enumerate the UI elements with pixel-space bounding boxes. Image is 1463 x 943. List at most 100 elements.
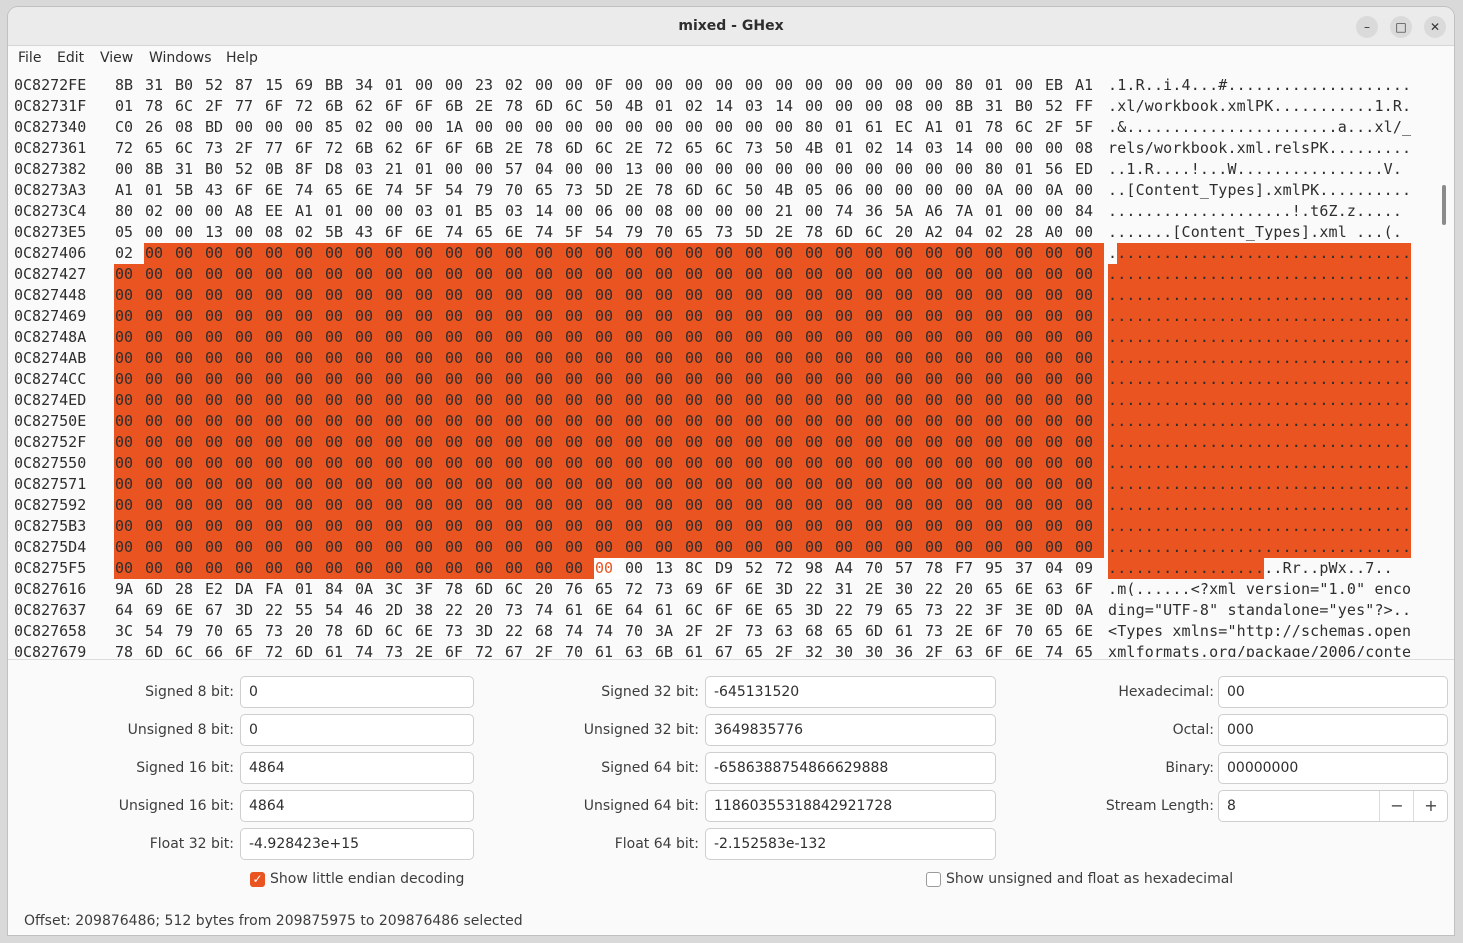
ascii-text[interactable]: .................................	[1108, 348, 1412, 369]
hex-bytes[interactable]: 3C 54 79 70 65 73 20 78 6D 6C 6E 73 3D 22 68 74 74 70 3A 2F…	[115, 622, 1094, 640]
ascii-text[interactable]: ...................Rr..pWx..7..	[1108, 558, 1393, 579]
unsigned16-field[interactable]: 4864	[240, 790, 474, 822]
menu-help[interactable]: Help	[226, 50, 258, 66]
ascii-text[interactable]: xmlformats.org/package/2006/conte	[1108, 643, 1412, 657]
ascii-text[interactable]: ..[Content_Types].xmlPK..........	[1108, 181, 1412, 199]
hex-bytes[interactable]: 01 78 6C 2F 77 6F 72 6B 62 6F 6F 6B 2E 78 6D 6C 50 4B 01 02…	[115, 97, 1094, 115]
hex-bytes[interactable]: 00 00 00 00 00 00 00 00 00 00 00 00 00 00 00 00 00 00 00 00…	[114, 411, 1104, 432]
menu-file[interactable]: File	[18, 50, 42, 66]
hex-bytes[interactable]: 8B 31 B0 52 87 15 69 BB 34 01 00 00 23 02 00 00 0F 00 00 00…	[115, 76, 1094, 94]
ascii-text[interactable]: .................................	[1108, 495, 1412, 516]
hex-bytes[interactable]: 00 8B 31 B0 52 0B 8F D8 03 21 01 00 00 57 04 00 00 13 00 00…	[115, 160, 1094, 178]
row-offset: 0C827658	[14, 622, 87, 640]
ascii-text[interactable]: ....................!.t6Z.z.....	[1108, 202, 1402, 220]
row-offset: 0C8273C4	[14, 202, 87, 220]
hex-bytes[interactable]: 00 00 00 00 00 00 00 00 00 00 00 00 00 00 00 00 00 00 00 00…	[114, 327, 1104, 348]
signed32-label: Signed 32 bit:	[601, 684, 699, 700]
menu-edit[interactable]: Edit	[57, 50, 85, 66]
float64-field[interactable]: -2.152583e-132	[705, 828, 996, 860]
ascii-text[interactable]: .................................	[1108, 474, 1412, 495]
ascii-text[interactable]: .................................	[1108, 243, 1412, 264]
ascii-text[interactable]: .................................	[1108, 432, 1412, 453]
little-endian-checkbox[interactable]: ✓	[250, 872, 265, 887]
hex-bytes[interactable]: 64 69 6E 67 3D 22 55 54 46 2D 38 22 20 73 74 61 6E 64 61 6C…	[115, 601, 1094, 619]
hex-bytes[interactable]: 00 00 00 00 00 00 00 00 00 00 00 00 00 00 00 00 00 00 00 00…	[114, 495, 1104, 516]
hex-bytes[interactable]: 80 02 00 00 A8 EE A1 01 00 00 03 01 B5 03 14 00 06 00 08 00…	[115, 202, 1094, 220]
ascii-text[interactable]: .m(......<?xml version="1.0" enco	[1108, 580, 1412, 598]
hex-bytes[interactable]: 00 00 00 00 00 00 00 00 00 00 00 00 00 00 00 00 00 00 00 00…	[114, 453, 1104, 474]
hex-bytes[interactable]: 00 00 00 00 00 00 00 00 00 00 00 00 00 00 00 00 00 00 00 00…	[114, 306, 1104, 327]
little-endian-label[interactable]: Show little endian decoding	[270, 871, 465, 887]
hex-bytes[interactable]: 05 00 00 13 00 08 02 5B 43 6F 6E 74 65 6E 74 5F 54 79 70 65…	[115, 223, 1094, 241]
hex-bytes[interactable]: 9A 6D 28 E2 DA FA 01 84 0A 3C 3F 78 6D 6C 20 76 65 72 73 69…	[115, 580, 1094, 598]
ascii-text[interactable]: .................................	[1108, 369, 1412, 390]
ascii-text[interactable]: .......[Content_Types].xml ...(.	[1108, 223, 1402, 241]
hex-bytes[interactable]: 02 00 00 00 00 00 00 00 00 00 00 00 00 00 00 00 00 00 00 00…	[114, 243, 1104, 264]
signed16-field[interactable]: 4864	[240, 752, 474, 784]
row-offset: 0C827469	[14, 307, 87, 325]
signed8-field[interactable]: 0	[240, 676, 474, 708]
menu-view[interactable]: View	[100, 50, 134, 66]
ascii-text[interactable]: .................................	[1108, 264, 1412, 285]
ascii-text[interactable]: .................................	[1108, 453, 1412, 474]
window-title: mixed - GHex	[678, 18, 784, 34]
maximize-button[interactable]: □	[1390, 16, 1412, 38]
ascii-text[interactable]: .xl/workbook.xmlPK...........1.R.	[1108, 97, 1412, 115]
hex-bytes[interactable]: 00 00 00 00 00 00 00 00 00 00 00 00 00 00 00 00 00 00 00 00…	[114, 348, 1104, 369]
ascii-text[interactable]: ding="UTF-8" standalone="yes"?>..	[1108, 601, 1412, 619]
unsigned8-field[interactable]: 0	[240, 714, 474, 746]
hex-bytes[interactable]: 00 00 00 00 00 00 00 00 00 00 00 00 00 00 00 00 00 00 00 00…	[114, 432, 1104, 453]
ascii-text[interactable]: .................................	[1108, 306, 1412, 327]
hex-bytes[interactable]: 00 00 00 00 00 00 00 00 00 00 00 00 00 00 00 00 00 00 00 00…	[114, 369, 1104, 390]
minimize-button[interactable]: –	[1356, 16, 1378, 38]
decrement-button[interactable]: −	[1379, 791, 1414, 821]
signed64-label: Signed 64 bit:	[601, 760, 699, 776]
ascii-text[interactable]: ..1.R....!...W................V.	[1108, 160, 1402, 178]
hex-bytes[interactable]: 00 00 00 00 00 00 00 00 00 00 00 00 00 00 00 00 00 00 00 00…	[114, 264, 1104, 285]
ascii-text[interactable]: .1.R..i.4...#....................	[1108, 76, 1412, 94]
hex-bytes[interactable]: 00 00 00 00 00 00 00 00 00 00 00 00 00 00 00 00 00 00 00 00…	[114, 285, 1104, 306]
signed64-field[interactable]: -6586388754866629888	[705, 752, 996, 784]
ascii-text[interactable]: .................................	[1108, 327, 1412, 348]
ascii-text[interactable]: .................................	[1108, 390, 1412, 411]
hex-bytes[interactable]: 00 00 00 00 00 00 00 00 00 00 00 00 00 00 00 00 00 00 13 8C…	[114, 558, 1094, 579]
hexadecimal-field[interactable]: 00	[1218, 676, 1448, 708]
unsigned64-field[interactable]: 11860355318842921728	[705, 790, 996, 822]
ascii-text[interactable]: .................................	[1108, 537, 1412, 558]
float32-field[interactable]: -4.928423e+15	[240, 828, 474, 860]
hexfloat-label[interactable]: Show unsigned and float as hexadecimal	[946, 871, 1234, 887]
title-bar[interactable]: mixed - GHex – □ ✕	[8, 7, 1454, 46]
binary-field[interactable]: 00000000	[1218, 752, 1448, 784]
row-offset: 0C827616	[14, 580, 87, 598]
hex-editor-view[interactable]: 0C8272FE 8B 31 B0 52 87 15 69 BB 34 01 00 00 23 02 00 00…	[8, 75, 1454, 657]
ascii-text[interactable]: .................................	[1108, 411, 1412, 432]
ascii-text[interactable]: rels/workbook.xml.relsPK.........	[1108, 139, 1412, 157]
hex-bytes[interactable]: C0 26 08 BD 00 00 00 85 02 00 00 1A 00 00 00 00 00 00 00 00…	[115, 118, 1094, 136]
hex-bytes[interactable]: 00 00 00 00 00 00 00 00 00 00 00 00 00 00 00 00 00 00 00 00…	[114, 516, 1104, 537]
hex-bytes[interactable]: 00 00 00 00 00 00 00 00 00 00 00 00 00 00 00 00 00 00 00 00…	[114, 390, 1104, 411]
close-button[interactable]: ✕	[1424, 16, 1446, 38]
signed32-field[interactable]: -645131520	[705, 676, 996, 708]
hex-bytes[interactable]: 72 65 6C 73 2F 77 6F 72 6B 62 6F 6F 6B 2E 78 6D 6C 2E 72 65…	[115, 139, 1094, 157]
hexfloat-checkbox[interactable]	[926, 872, 941, 887]
stream-length-value[interactable]: 8	[1227, 798, 1236, 814]
hex-bytes[interactable]: 00 00 00 00 00 00 00 00 00 00 00 00 00 00 00 00 00 00 00 00…	[114, 537, 1104, 558]
menu-windows[interactable]: Windows	[149, 50, 212, 66]
row-offset: 0C827427	[14, 265, 87, 283]
row-offset: 0C8275F5	[14, 559, 87, 577]
hex-bytes[interactable]: 00 00 00 00 00 00 00 00 00 00 00 00 00 00 00 00 00 00 00 00…	[114, 474, 1104, 495]
ascii-text[interactable]: .................................	[1108, 285, 1412, 306]
unsigned32-field[interactable]: 3649835776	[705, 714, 996, 746]
hex-row: 0C8273C4 80 02 00 00 A8 EE A1 01 00 00 03 01 B5 03 14 00…	[8, 201, 1454, 222]
hex-bytes[interactable]: 78 6D 6C 66 6F 72 6D 61 74 73 2E 6F 72 67 2F 70 61 63 6B 61…	[115, 643, 1094, 657]
ascii-text[interactable]: .................................	[1108, 516, 1412, 537]
ascii-text[interactable]: <Types xmlns="http://schemas.open	[1108, 622, 1412, 640]
octal-field[interactable]: 000	[1218, 714, 1448, 746]
increment-button[interactable]: +	[1413, 791, 1448, 821]
vertical-scrollbar[interactable]	[1442, 185, 1446, 225]
ascii-text[interactable]: .&.......................a...xl/_	[1108, 118, 1412, 136]
row-offset: 0C8274ED	[14, 391, 87, 409]
hex-row: 0C827382 00 8B 31 B0 52 0B 8F D8 03 21 01 00 00 57 04 00…	[8, 159, 1454, 180]
hex-bytes[interactable]: A1 01 5B 43 6F 6E 74 65 6E 74 5F 54 79 70 65 73 5D 2E 78 6D…	[115, 181, 1094, 199]
hex-row: 0C827469 00 00 00 00 00 00 00 00 00 00 00 00 00 00 00 00…	[8, 306, 1454, 327]
